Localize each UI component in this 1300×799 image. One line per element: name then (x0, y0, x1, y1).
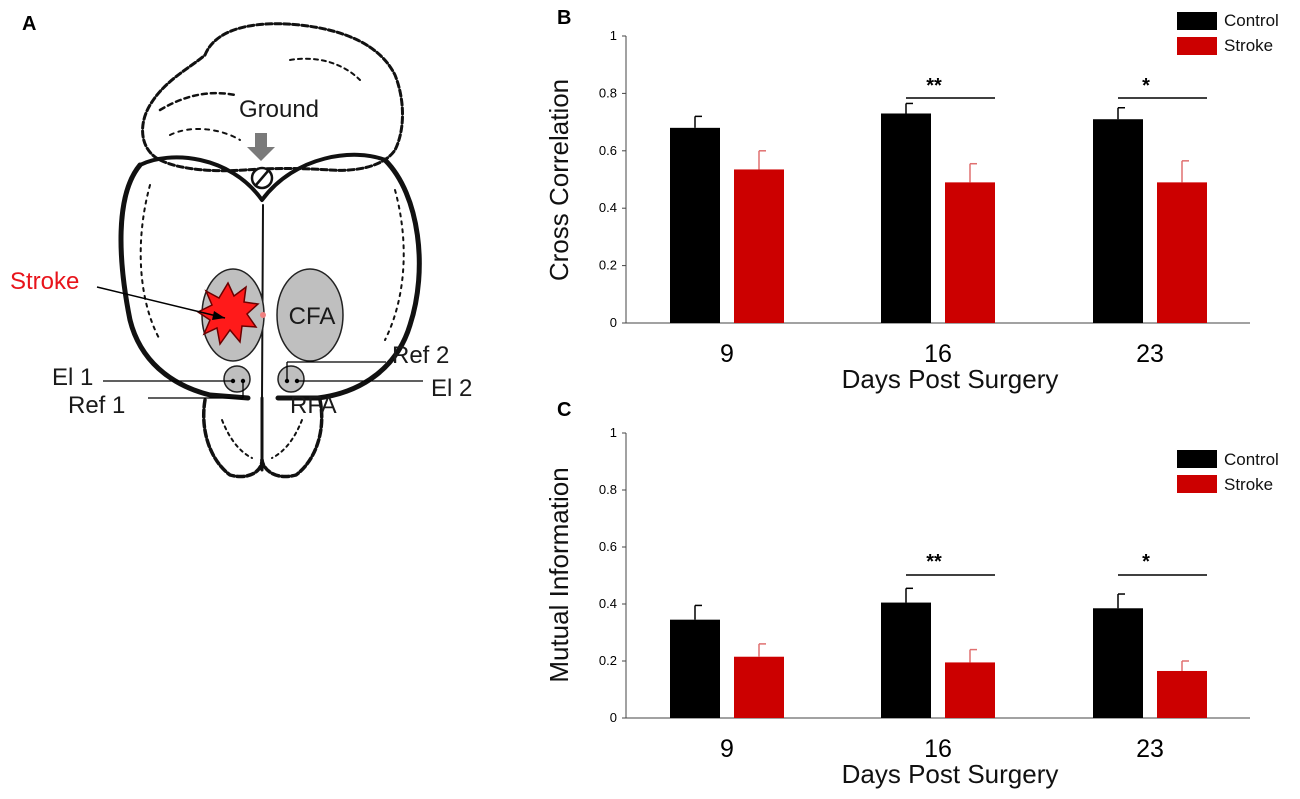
y-axis-title: Cross Correlation (544, 79, 574, 281)
x-axis-title: Days Post Surgery (842, 364, 1059, 394)
legend-swatch-control (1177, 450, 1217, 468)
electrode-leader-lines (103, 361, 423, 399)
bar-control-9 (670, 127, 720, 323)
bars (670, 587, 1207, 718)
bar-control-16 (881, 113, 931, 324)
y-tick-label: 1 (610, 28, 617, 43)
x-tick-label-23: 23 (1136, 340, 1164, 368)
y-tick-label: 0.6 (599, 143, 617, 158)
x-tick-label-16: 16 (924, 340, 952, 368)
el1-label: El 1 (52, 364, 93, 391)
brain-outline (118, 22, 422, 479)
legend-label-control: Control (1224, 11, 1279, 30)
y-tick-label: 0.2 (599, 258, 617, 273)
x-tick-label-9: 9 (720, 735, 734, 763)
y-tick-label: 0.6 (599, 539, 617, 554)
y-tick-label: 0.8 (599, 85, 617, 100)
bar-control-23 (1093, 608, 1143, 718)
significance-markers: ** * (906, 75, 1207, 99)
legend: Control Stroke (1177, 450, 1279, 494)
ground-electrode-icon (250, 166, 274, 190)
panel-label-c: C (557, 399, 571, 421)
right-cfa-region (276, 268, 344, 362)
bar-stroke-9 (734, 169, 784, 323)
bar-control-16 (881, 602, 931, 718)
panel-a: A (10, 13, 472, 479)
y-tick-label: 0.4 (599, 596, 617, 611)
legend-swatch-stroke (1177, 37, 1217, 55)
bar-stroke-23 (1157, 182, 1207, 323)
bar-control-9 (670, 619, 720, 718)
bar-stroke-16 (945, 662, 995, 718)
stroke-pointer-line (96, 286, 226, 319)
panel-c-chart: C 00.20.40.60.81 9 16 23 ** * Days Post Sur… (544, 399, 1279, 789)
bar-control-23 (1093, 119, 1143, 323)
stroke-label: Stroke (10, 268, 79, 295)
panel-b-chart: B 00.20.40.60.81 9 16 23 ** * Days Post Sur… (544, 7, 1279, 394)
legend: Control Stroke (1177, 11, 1279, 55)
x-tick-labels: 9 16 23 (720, 340, 1164, 368)
x-tick-label-23: 23 (1136, 735, 1164, 763)
x-tick-label-16: 16 (924, 735, 952, 763)
y-axis-title: Mutual Information (544, 467, 574, 682)
bars (670, 102, 1207, 324)
y-ticks: 0 0.2 0.4 0.6 0.8 1 (599, 425, 1250, 725)
y-tick-label: 0.2 (599, 653, 617, 668)
legend-swatch-stroke (1177, 475, 1217, 493)
y-tick-label: 0 (610, 710, 617, 725)
x-axis-title: Days Post Surgery (842, 759, 1059, 789)
panel-label-b: B (557, 7, 571, 29)
cfa-label: CFA (289, 303, 336, 330)
ref1-label: Ref 1 (68, 392, 125, 419)
left-rfa-region (223, 365, 251, 393)
legend-label-control: Control (1224, 450, 1279, 469)
bar-stroke-23 (1157, 670, 1207, 718)
ground-label: Ground (239, 96, 319, 123)
rfa-label: RFA (290, 392, 337, 419)
stroke-pointer-arrowhead (212, 311, 225, 320)
y-tick-label: 0.4 (599, 200, 617, 215)
ref2-label: Ref 2 (392, 342, 449, 369)
stroke-burst-icon (196, 281, 260, 346)
bregma-dot (260, 312, 266, 318)
significance-label-23: * (1142, 75, 1150, 97)
legend-label-stroke: Stroke (1224, 475, 1273, 494)
right-rfa-region (277, 365, 305, 393)
x-tick-label-9: 9 (720, 340, 734, 368)
significance-label-16: ** (926, 75, 942, 97)
el2-label: El 2 (431, 375, 472, 402)
bar-stroke-16 (945, 182, 995, 323)
significance-label-23: * (1142, 551, 1150, 573)
legend-label-stroke: Stroke (1224, 36, 1273, 55)
bar-stroke-9 (734, 656, 784, 718)
x-tick-labels: 9 16 23 (720, 735, 1164, 763)
legend-swatch-control (1177, 12, 1217, 30)
y-tick-label: 0 (610, 315, 617, 330)
panel-label-a: A (22, 13, 36, 35)
ground-arrow-icon (247, 133, 275, 161)
significance-label-16: ** (926, 551, 942, 573)
significance-markers: ** * (906, 551, 1207, 576)
y-ticks: 0 0.2 0.4 0.6 0.8 1 (599, 28, 1250, 330)
y-tick-label: 1 (610, 425, 617, 440)
y-tick-label: 0.8 (599, 482, 617, 497)
